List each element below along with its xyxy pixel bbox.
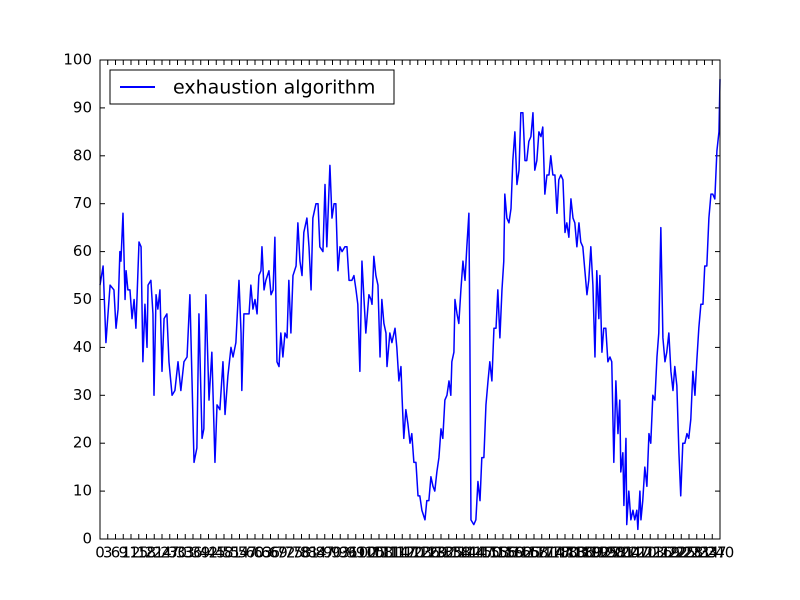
x-tick-label: 75 — [284, 544, 303, 562]
x-tick-label: 210 — [628, 544, 657, 562]
y-tick-label: 30 — [73, 386, 92, 404]
x-tick-label: 135 — [434, 544, 463, 562]
legend-box — [109, 69, 395, 105]
x-tick-label: 3 — [103, 544, 113, 562]
x-tick-label: 207 — [620, 544, 649, 562]
x-tick-label: 120 — [396, 544, 425, 562]
x-tick-label: 216 — [644, 544, 673, 562]
x-tick-label: 117 — [388, 544, 417, 562]
x-tick-label: 186 — [566, 544, 595, 562]
x-tick-label: 57 — [238, 544, 257, 562]
x-tick-label: 228 — [675, 544, 704, 562]
x-tick-label: 183 — [558, 544, 587, 562]
x-tick-label: 204 — [613, 544, 642, 562]
x-tick-label: 78 — [292, 544, 311, 562]
x-tick-label: 24 — [152, 544, 171, 562]
x-tick-label: 150 — [473, 544, 502, 562]
y-tick-label: 40 — [73, 338, 92, 356]
x-tick-label: 6 — [111, 544, 121, 562]
x-tick-label: 174 — [535, 544, 564, 562]
x-tick-label: 0 — [95, 544, 105, 562]
x-tick-label: 96 — [338, 544, 357, 562]
x-tick-label: 12 — [121, 544, 140, 562]
x-tick-label: 48 — [214, 544, 233, 562]
x-tick-label: 198 — [597, 544, 626, 562]
x-tick-label: 225 — [667, 544, 696, 562]
x-tick-label: 141 — [450, 544, 479, 562]
x-tick-label: 147 — [465, 544, 494, 562]
x-tick-label: 69 — [269, 544, 288, 562]
x-tick-label: 51 — [222, 544, 241, 562]
x-tick-label: 144 — [458, 544, 487, 562]
x-tick-label: 18 — [137, 544, 156, 562]
x-tick-label: 93 — [331, 544, 350, 562]
y-tick-label: 0 — [82, 530, 92, 548]
x-tick-label: 15 — [129, 544, 148, 562]
y-tick-label: 60 — [73, 242, 92, 260]
x-tick-label: 201 — [605, 544, 634, 562]
x-tick-label: 213 — [636, 544, 665, 562]
x-tick-label: 240 — [706, 544, 735, 562]
x-tick-label: 114 — [380, 544, 409, 562]
x-tick-label: 231 — [682, 544, 711, 562]
x-tick-label: 162 — [504, 544, 533, 562]
x-tick-label: 234 — [690, 544, 719, 562]
x-tick-label: 237 — [698, 544, 727, 562]
x-tick-label: 168 — [520, 544, 549, 562]
x-tick-label: 219 — [651, 544, 680, 562]
x-tick-label: 33 — [176, 544, 195, 562]
x-tick-label: 66 — [261, 544, 280, 562]
y-tick-label: 20 — [73, 434, 92, 452]
x-tick-label: 171 — [527, 544, 556, 562]
y-tick-label: 100 — [63, 51, 92, 69]
x-tick-label: 192 — [582, 544, 611, 562]
x-tick-label: 27 — [160, 544, 179, 562]
x-tick-label: 87 — [315, 544, 334, 562]
x-tick-label: 105 — [357, 544, 386, 562]
x-tick-label: 222 — [659, 544, 688, 562]
x-tick-label: 30 — [168, 544, 187, 562]
x-tick-label: 195 — [589, 544, 618, 562]
x-tick-label: 39 — [191, 544, 210, 562]
y-tick-label: 50 — [73, 290, 92, 308]
x-tick-label: 54 — [230, 544, 249, 562]
data-line — [99, 79, 721, 531]
y-tick-label: 10 — [73, 482, 92, 500]
x-tick-label: 132 — [427, 544, 456, 562]
x-tick-label: 180 — [551, 544, 580, 562]
x-tick-label: 84 — [307, 544, 326, 562]
x-tick-label: 42 — [199, 544, 218, 562]
x-tick-label: 60 — [245, 544, 264, 562]
legend-label: exhaustion algorithm — [173, 77, 375, 99]
x-tick-label: 9 — [118, 544, 128, 562]
x-tick-label: 45 — [207, 544, 226, 562]
x-tick-label: 123 — [403, 544, 432, 562]
x-tick-label: 72 — [276, 544, 295, 562]
x-tick-label: 81 — [300, 544, 319, 562]
x-tick-label: 177 — [543, 544, 572, 562]
x-tick-label: 165 — [512, 544, 541, 562]
x-tick-label: 36 — [183, 544, 202, 562]
x-tick-label: 138 — [442, 544, 471, 562]
x-tick-label: 108 — [365, 544, 394, 562]
x-tick-label: 90 — [323, 544, 342, 562]
x-tick-label: 63 — [253, 544, 272, 562]
x-tick-label: 126 — [411, 544, 440, 562]
x-tick-label: 159 — [496, 544, 525, 562]
x-tick-label: 156 — [489, 544, 518, 562]
x-tick-label: 99 — [346, 544, 365, 562]
axes-frame — [99, 59, 721, 540]
x-tick-label: 129 — [419, 544, 448, 562]
x-tick-label: 21 — [145, 544, 164, 562]
x-tick-label: 153 — [481, 544, 510, 562]
y-tick-label: 80 — [73, 146, 92, 164]
x-tick-label: 111 — [372, 544, 401, 562]
y-tick-label: 90 — [73, 98, 92, 116]
x-tick-label: 189 — [574, 544, 603, 562]
y-tick-label: 70 — [73, 194, 92, 212]
x-tick-label: 102 — [349, 544, 378, 562]
